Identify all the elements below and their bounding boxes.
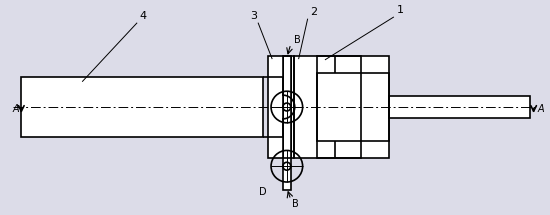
Bar	[317, 56, 388, 158]
Bar	[317, 74, 335, 141]
Text: 1: 1	[397, 5, 403, 15]
Bar	[388, 96, 530, 118]
Bar	[283, 56, 291, 190]
Bar	[294, 56, 361, 158]
Bar	[388, 96, 530, 118]
Bar	[21, 77, 263, 137]
Text: B: B	[294, 35, 300, 45]
Text: A: A	[537, 104, 544, 114]
Bar	[317, 56, 388, 158]
Text: A: A	[12, 104, 19, 114]
Text: 3: 3	[250, 11, 257, 21]
Text: B: B	[292, 199, 299, 209]
Bar	[21, 77, 263, 137]
Bar	[294, 56, 361, 158]
Text: 4: 4	[140, 11, 147, 21]
Bar	[283, 56, 291, 190]
Text: D: D	[260, 187, 267, 197]
Bar	[268, 56, 294, 158]
Text: 2: 2	[311, 7, 318, 17]
Bar	[317, 74, 388, 141]
Bar	[268, 56, 294, 158]
